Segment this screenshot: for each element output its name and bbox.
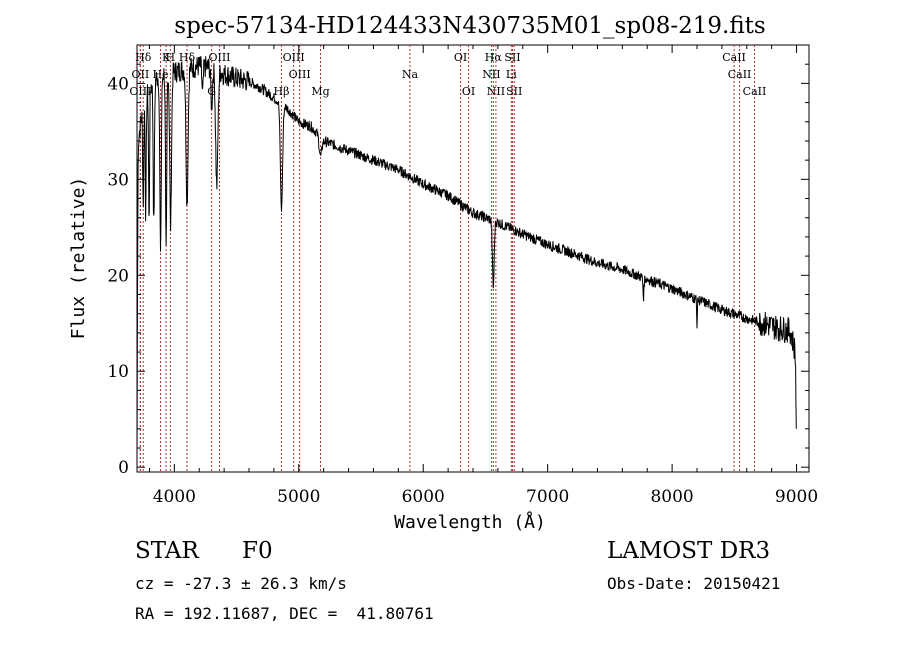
x-tick-label: 9000 [775,487,818,507]
reference-line-label: Li [506,68,517,81]
redshift-text: cz = -27.3 ± 26.3 km/s [135,574,347,593]
reference-line-label: Hδ [135,51,152,64]
spectral-subclass: F0 [242,538,273,564]
y-axis-ticks: 0 10 20 30 40 [107,63,809,478]
reference-line-label: NII [482,68,500,81]
reference-line-label: OIII [129,85,151,98]
x-axis-label: Wavelength (Å) [394,511,546,533]
y-axis-label: Flux (relative) [68,177,89,340]
reference-line-label: NII [487,85,505,98]
obs-date: Obs-Date: 20150421 [607,574,781,593]
x-tick-label: 5000 [277,487,320,507]
reference-line-label: SII [504,51,520,64]
reference-line-label: CaII [743,85,767,98]
reference-lines [139,45,755,472]
reference-line-label: Hβ [274,85,290,98]
reference-line-label: H [166,51,176,64]
reference-line-label: SII [506,85,522,98]
plot-frame [136,44,810,473]
reference-line-label: Mg [311,85,329,98]
reference-line-label: K [162,51,171,64]
y-tick-label: 30 [107,170,129,190]
reference-line-label: OII [132,68,150,81]
x-tick-label: 8000 [650,487,693,507]
reference-line-label: OIII [289,68,311,81]
reference-line-label: Hα [485,51,503,64]
spectrum-line [136,56,797,465]
reference-line-label: OIII [283,51,305,64]
x-axis-ticks: 4000 5000 6000 7000 8000 9000 [148,45,818,507]
y-tick-label: 0 [118,458,129,478]
reference-line-label: He [152,68,168,81]
y-tick-label: 20 [107,266,129,286]
object-class: STAR [135,538,199,564]
reference-line-label: G [207,85,216,98]
reference-line-label: OI [454,51,467,64]
chart-title: spec-57134-HD124433N430735M01_sp08-219.f… [174,13,765,39]
y-tick-label: 40 [107,74,129,94]
survey-name: LAMOST DR3 [607,538,771,564]
reference-line-label: OIII [208,51,230,64]
reference-line-label: CaII [722,51,746,64]
spectrum-chart: spec-57134-HD124433N430735M01_sp08-219.f… [68,13,818,533]
x-tick-label: 7000 [526,487,569,507]
x-tick-label: 4000 [153,487,196,507]
reference-line-label: Na [402,68,419,81]
reference-line-label: CaII [728,68,752,81]
x-tick-label: 6000 [402,487,445,507]
coordinates: RA = 192.11687, DEC = 41.80761 [135,604,434,623]
reference-line-label: OI [462,85,475,98]
y-tick-label: 10 [107,362,129,382]
